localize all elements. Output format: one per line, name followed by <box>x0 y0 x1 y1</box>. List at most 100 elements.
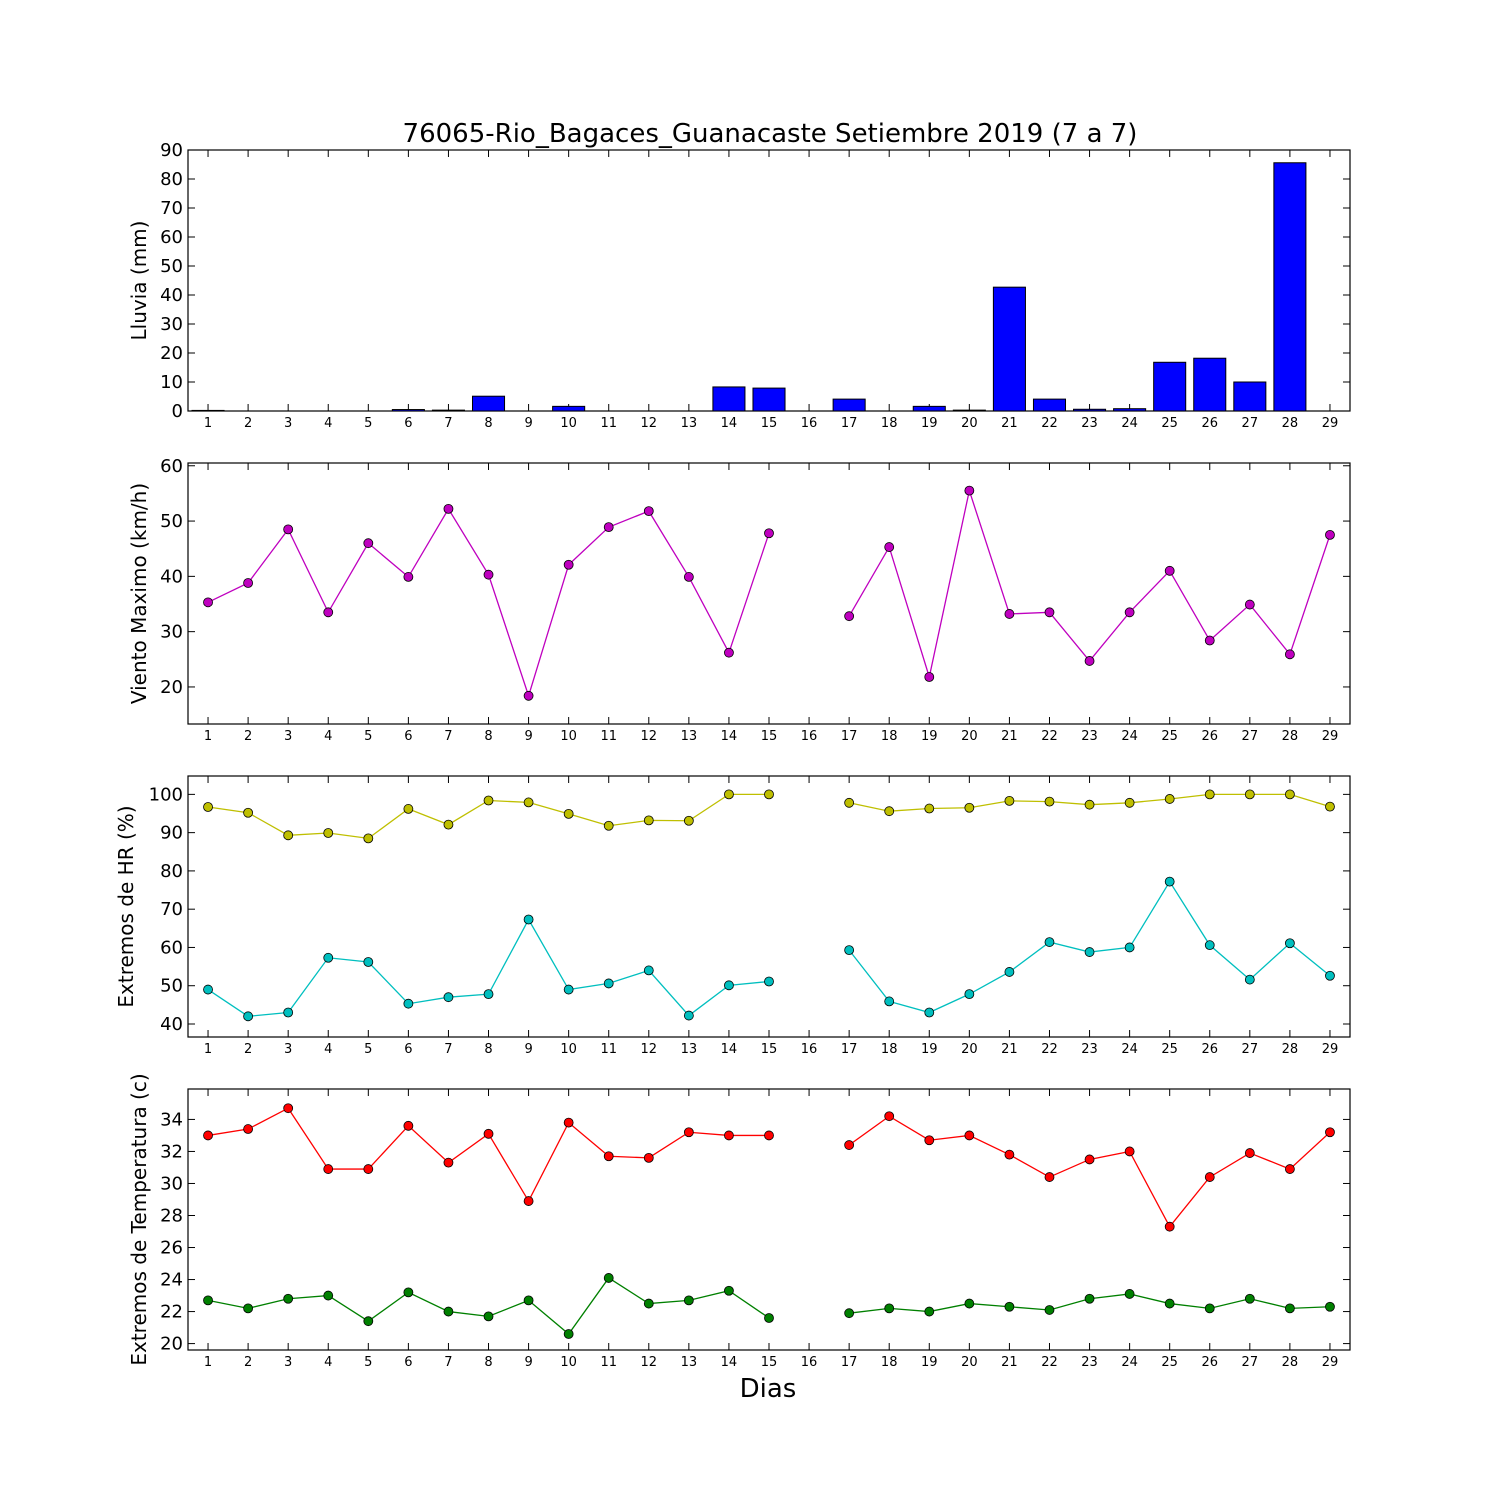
point-temp-1-day-25 <box>1164 1298 1175 1309</box>
x-tick-label-hr: 15 <box>761 1042 778 1057</box>
point-hr-1-day-1 <box>203 984 213 995</box>
y-tick-label-viento: 20 <box>160 677 183 698</box>
point-viento-0-day-2 <box>243 578 254 588</box>
x-tick-label-temp: 7 <box>444 1355 452 1370</box>
point-hr-1-day-9 <box>523 914 534 925</box>
x-tick-label-viento: 24 <box>1121 729 1138 744</box>
x-tick-label-viento: 17 <box>841 729 858 744</box>
x-tick-label-hr: 20 <box>961 1042 978 1057</box>
point-temp-1-day-22 <box>1044 1305 1055 1315</box>
point-viento-0-day-11 <box>603 522 614 533</box>
point-hr-0-day-22 <box>1044 796 1055 807</box>
point-temp-0-day-29 <box>1325 1127 1335 1138</box>
x-tick-label-viento: 28 <box>1282 729 1299 744</box>
point-temp-1-day-19 <box>924 1306 935 1317</box>
x-tick-label-temp: 25 <box>1161 1355 1178 1370</box>
x-tick-label-lluvia: 24 <box>1121 416 1138 431</box>
x-tick-label-lluvia: 25 <box>1161 416 1178 431</box>
y-tick-label-temp: 26 <box>160 1238 183 1259</box>
point-temp-0-day-22 <box>1044 1172 1055 1182</box>
x-tick-label-temp: 29 <box>1322 1355 1339 1370</box>
x-tick-label-viento: 2 <box>244 729 252 744</box>
x-tick-label-hr: 3 <box>284 1042 292 1057</box>
point-hr-0-day-20 <box>964 802 975 813</box>
x-tick-label-lluvia: 4 <box>324 416 332 431</box>
point-temp-1-day-1 <box>203 1295 213 1306</box>
bar-day-1 <box>191 409 225 412</box>
point-hr-1-day-27 <box>1244 974 1255 985</box>
x-tick-label-hr: 12 <box>641 1042 658 1057</box>
x-tick-label-hr: 8 <box>484 1042 492 1057</box>
x-tick-label-lluvia: 21 <box>1001 416 1018 431</box>
x-tick-label-lluvia: 13 <box>681 416 698 431</box>
bar-day-22 <box>1032 398 1067 412</box>
point-viento-0-day-1 <box>203 597 213 608</box>
x-tick-label-hr: 14 <box>721 1042 738 1057</box>
x-tick-label-lluvia: 29 <box>1322 416 1339 431</box>
point-hr-0-day-18 <box>884 806 895 817</box>
point-hr-0-day-7 <box>443 819 454 830</box>
y-tick-label-lluvia: 60 <box>160 227 183 248</box>
point-viento-0-day-24 <box>1124 607 1135 618</box>
point-hr-1-day-19 <box>924 1007 935 1018</box>
x-tick-label-hr: 11 <box>600 1042 617 1057</box>
point-hr-1-day-2 <box>243 1011 254 1022</box>
y-tick-label-lluvia: 0 <box>172 401 183 422</box>
point-hr-0-day-2 <box>243 807 254 818</box>
point-hr-0-day-5 <box>363 833 374 844</box>
point-hr-0-day-4 <box>323 828 334 838</box>
x-tick-label-temp: 16 <box>801 1355 818 1370</box>
point-hr-0-day-3 <box>283 830 294 841</box>
x-tick-label-lluvia: 17 <box>841 416 858 431</box>
point-temp-1-day-15 <box>764 1313 774 1323</box>
point-viento-0-day-9 <box>523 690 534 701</box>
y-tick-label-lluvia: 70 <box>160 198 183 219</box>
x-tick-label-temp: 1 <box>204 1355 212 1370</box>
point-temp-1-day-3 <box>283 1293 294 1304</box>
x-tick-label-lluvia: 9 <box>524 416 532 431</box>
x-tick-label-viento: 6 <box>404 729 412 744</box>
point-temp-0-day-5 <box>363 1164 374 1174</box>
point-hr-1-day-6 <box>403 998 414 1009</box>
point-hr-1-day-25 <box>1164 876 1175 887</box>
bar-day-25 <box>1153 361 1187 412</box>
bar-day-26 <box>1193 357 1227 412</box>
x-tick-label-temp: 4 <box>324 1355 332 1370</box>
point-hr-1-day-29 <box>1325 970 1335 981</box>
point-temp-0-day-25 <box>1164 1221 1175 1232</box>
x-tick-label-hr: 19 <box>921 1042 938 1057</box>
x-tick-label-hr: 17 <box>841 1042 858 1057</box>
x-tick-label-viento: 22 <box>1041 729 1058 744</box>
point-temp-1-day-17 <box>844 1308 855 1319</box>
x-tick-label-lluvia: 15 <box>761 416 778 431</box>
point-hr-1-day-15 <box>764 976 774 987</box>
point-temp-0-day-23 <box>1084 1154 1095 1165</box>
point-temp-1-day-20 <box>964 1298 975 1309</box>
y-tick-label-lluvia: 90 <box>160 140 183 161</box>
x-tick-label-temp: 12 <box>641 1355 658 1370</box>
bar-day-20 <box>952 409 986 412</box>
x-tick-label-temp: 9 <box>524 1355 532 1370</box>
x-tick-label-temp: 8 <box>484 1355 492 1370</box>
point-temp-0-day-9 <box>523 1196 534 1206</box>
point-hr-1-day-10 <box>563 984 574 995</box>
x-tick-label-temp: 28 <box>1282 1355 1299 1370</box>
x-tick-label-lluvia: 22 <box>1041 416 1058 431</box>
point-viento-0-day-15 <box>764 528 774 539</box>
x-tick-label-viento: 14 <box>721 729 738 744</box>
point-temp-0-day-10 <box>563 1117 574 1128</box>
y-tick-label-lluvia: 40 <box>160 285 183 306</box>
point-viento-0-day-27 <box>1244 599 1255 610</box>
x-tick-label-viento: 9 <box>524 729 532 744</box>
point-viento-0-day-8 <box>483 569 494 580</box>
point-temp-0-day-20 <box>964 1130 975 1141</box>
point-viento-0-day-20 <box>964 485 975 496</box>
bar-day-6 <box>391 409 425 412</box>
y-tick-label-temp: 34 <box>160 1109 183 1130</box>
x-tick-label-viento: 1 <box>204 729 212 744</box>
point-hr-0-day-28 <box>1284 789 1295 800</box>
x-tick-label-viento: 20 <box>961 729 978 744</box>
point-viento-0-day-3 <box>283 524 294 535</box>
